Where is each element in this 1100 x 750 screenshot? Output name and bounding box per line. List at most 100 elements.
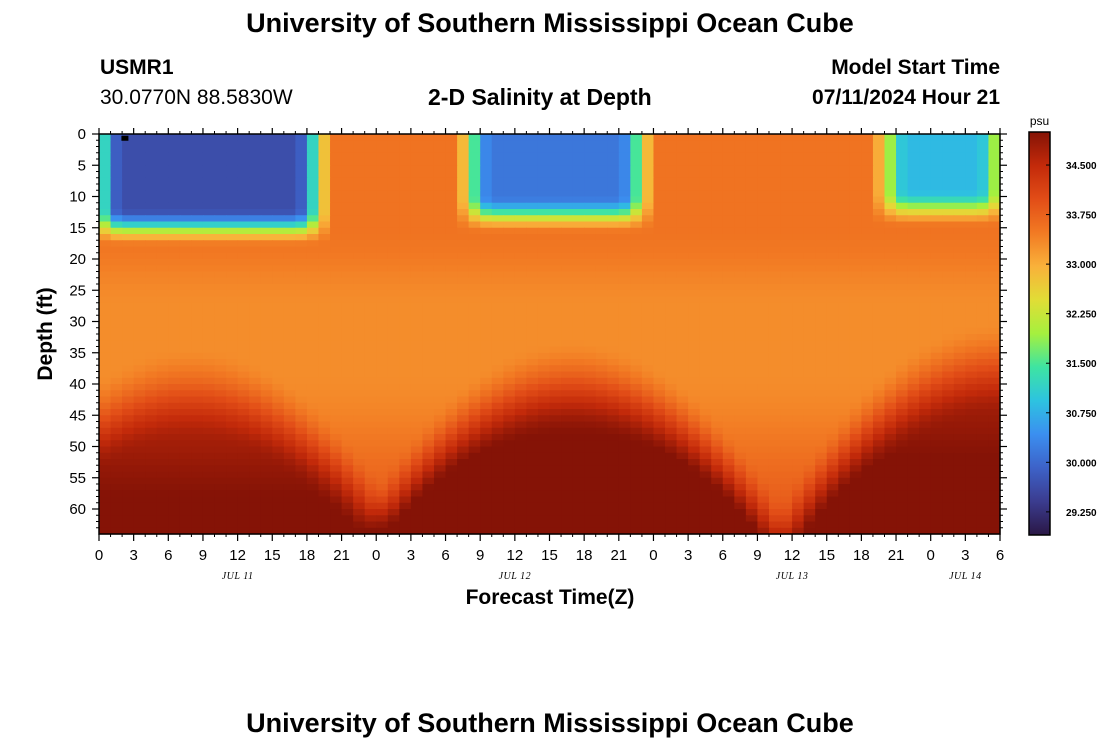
heatmap-cell xyxy=(711,140,724,148)
heatmap-cell xyxy=(872,371,886,379)
heatmap-cell xyxy=(341,240,354,248)
heatmap-cell xyxy=(734,471,747,479)
heatmap-cell xyxy=(410,515,424,523)
heatmap-cell xyxy=(226,140,239,148)
heatmap-cell xyxy=(861,284,874,291)
heatmap-cell xyxy=(607,346,620,354)
heatmap-cell xyxy=(457,196,470,204)
heatmap-cell xyxy=(99,177,112,185)
heatmap-cell xyxy=(295,471,308,479)
heatmap-cell xyxy=(607,409,620,416)
heatmap-cell xyxy=(572,134,585,141)
heatmap-cell xyxy=(249,402,262,410)
heatmap-cell xyxy=(433,240,447,248)
heatmap-cell xyxy=(584,409,597,416)
heatmap-cell xyxy=(179,390,193,398)
heatmap-cell xyxy=(745,365,759,373)
heatmap-cell xyxy=(665,452,678,460)
heatmap-cell xyxy=(376,334,389,341)
heatmap-cell xyxy=(561,521,574,529)
heatmap-cell xyxy=(768,396,782,404)
heatmap-cell xyxy=(237,490,250,498)
heatmap-cell xyxy=(572,527,585,535)
heatmap-cell xyxy=(699,209,712,216)
heatmap-cell xyxy=(110,184,123,191)
heatmap-cell xyxy=(907,265,920,273)
heatmap-cell xyxy=(896,296,909,304)
heatmap-cell xyxy=(722,334,735,341)
heatmap-cell xyxy=(122,321,135,329)
heatmap-cell xyxy=(376,409,389,416)
heatmap-cell xyxy=(237,146,250,154)
heatmap-cell xyxy=(976,346,990,354)
heatmap-cell xyxy=(780,352,793,360)
heatmap-cell xyxy=(561,259,574,266)
heatmap-cell xyxy=(468,221,481,229)
heatmap-cell xyxy=(237,196,250,204)
heatmap-cell xyxy=(757,171,770,179)
heatmap-cell xyxy=(99,284,112,291)
heatmap-cell xyxy=(861,296,874,304)
heatmap-cell xyxy=(826,340,839,348)
heatmap-cell xyxy=(191,402,204,410)
heatmap-cell xyxy=(526,459,539,466)
heatmap-cell xyxy=(919,484,932,491)
heatmap-cell xyxy=(457,227,470,235)
heatmap-cell xyxy=(884,234,897,241)
heatmap-cell xyxy=(688,209,701,216)
heatmap-cell xyxy=(353,446,366,454)
heatmap-cell xyxy=(145,296,158,304)
heatmap-cell xyxy=(399,309,412,316)
heatmap-cell xyxy=(711,496,724,504)
heatmap-cell xyxy=(907,334,920,341)
heatmap-cell xyxy=(618,490,631,498)
heatmap-cell xyxy=(445,165,458,173)
heatmap-cell xyxy=(976,246,990,254)
heatmap-cell xyxy=(445,446,458,454)
heatmap-cell xyxy=(826,496,839,504)
heatmap-cell xyxy=(630,521,643,529)
heatmap-cell xyxy=(364,209,377,216)
heatmap-cell xyxy=(768,252,782,260)
heatmap-cell xyxy=(260,152,273,160)
heatmap-cell xyxy=(526,527,539,535)
heatmap-cell xyxy=(595,509,608,516)
heatmap-cell xyxy=(168,402,181,410)
heatmap-cell xyxy=(537,234,551,241)
heatmap-cell xyxy=(468,396,481,404)
heatmap-cell xyxy=(99,409,112,416)
heatmap-cell xyxy=(953,177,966,185)
heatmap-cell xyxy=(237,465,250,473)
heatmap-cell xyxy=(942,246,955,254)
heatmap-cell xyxy=(618,202,631,210)
heatmap-cell xyxy=(838,152,851,160)
heatmap-cell xyxy=(595,502,608,510)
heatmap-cell xyxy=(364,290,377,298)
heatmap-cell xyxy=(295,521,308,529)
heatmap-cell xyxy=(168,302,181,310)
heatmap-cell xyxy=(976,434,990,441)
heatmap-cell xyxy=(584,277,597,285)
heatmap-cell xyxy=(364,190,377,198)
heatmap-cell xyxy=(237,259,250,266)
heatmap-cell xyxy=(549,515,562,523)
heatmap-cell xyxy=(849,146,862,154)
heatmap-cell xyxy=(272,427,285,435)
heatmap-cell xyxy=(745,159,759,166)
heatmap-cell xyxy=(491,359,504,366)
heatmap-cell xyxy=(641,196,655,204)
heatmap-cell xyxy=(838,359,851,366)
heatmap-cell xyxy=(306,496,320,504)
heatmap-cell xyxy=(260,277,273,285)
heatmap-cell xyxy=(387,140,400,148)
heatmap-cell xyxy=(815,215,828,223)
heatmap-cell xyxy=(872,171,886,179)
heatmap-cell xyxy=(202,177,216,185)
heatmap-cell xyxy=(861,346,874,354)
heatmap-cell xyxy=(399,496,412,504)
heatmap-cell xyxy=(468,134,481,141)
heatmap-cell xyxy=(445,234,458,241)
heatmap-cell xyxy=(179,346,193,354)
heatmap-cell xyxy=(815,265,828,273)
heatmap-cell xyxy=(318,190,331,198)
